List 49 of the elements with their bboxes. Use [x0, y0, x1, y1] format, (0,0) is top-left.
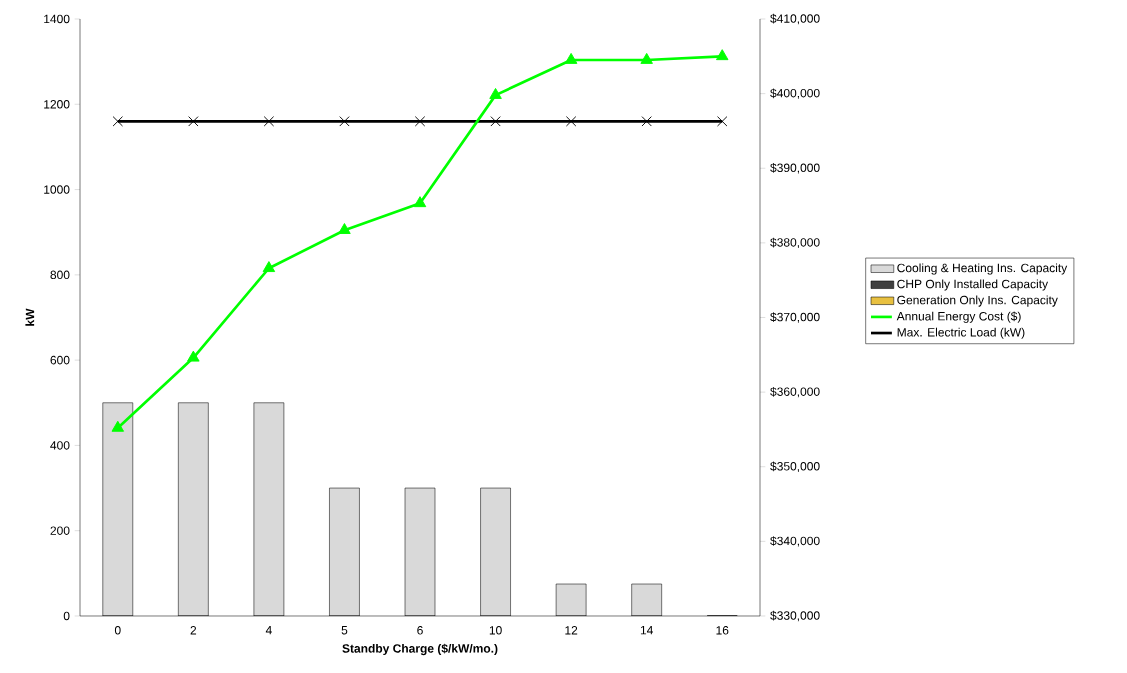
bar	[253, 402, 285, 616]
legend-label: Cooling & Heating Ins. Capacity	[897, 263, 1068, 275]
y2-tick-label: $350,000	[770, 461, 820, 472]
bar	[631, 583, 662, 616]
bar	[102, 402, 134, 616]
x-tick-label: 2	[190, 626, 197, 635]
legend-label: Generation Only Ins. Capacity	[897, 295, 1058, 307]
x-tick-label: 6	[417, 626, 423, 635]
bar	[480, 487, 511, 616]
x-tick-label: 10	[489, 626, 502, 635]
y-tick-label: 1200	[44, 100, 70, 109]
x-axis-title: Standby Charge ($/kW/mo.)	[342, 643, 498, 656]
y2-tick-label: $400,000	[770, 88, 820, 99]
point	[413, 196, 427, 208]
x-tick-label: 12	[565, 626, 578, 635]
y2-tick-label: $410,000	[770, 13, 820, 25]
bar	[178, 402, 209, 616]
y-tick-label: 1000	[44, 185, 70, 194]
point	[111, 420, 125, 432]
y-tick-label: 800	[50, 270, 70, 280]
x-tick-label: 0	[114, 626, 121, 635]
y2-tick-label: $380,000	[770, 237, 820, 249]
point	[489, 87, 502, 99]
x-tick-label: 4	[265, 626, 272, 635]
y-tick-label: 0	[63, 611, 70, 621]
point	[715, 49, 729, 61]
bar	[404, 487, 436, 616]
bar	[329, 487, 360, 616]
point	[338, 223, 351, 234]
legend-label: Annual Energy Cost ($)	[896, 311, 1021, 323]
y2-tick-label: $330,000	[770, 610, 820, 622]
point	[564, 52, 578, 64]
legend-label: Max. Electric Load (kW)	[897, 327, 1025, 339]
legend-label: CHP Only Installed Capacity	[897, 279, 1049, 291]
y2-tick-label: $390,000	[770, 163, 820, 174]
x-tick-label: 14	[640, 626, 653, 635]
y2-tick-label: $340,000	[770, 536, 820, 547]
y-tick-label: 400	[50, 441, 70, 450]
y2-tick-label: $360,000	[770, 386, 820, 398]
y-tick-label: 600	[50, 355, 70, 365]
point	[640, 52, 653, 64]
x-tick-label: 5	[341, 626, 348, 635]
y2-tick-label: $370,000	[770, 312, 820, 323]
x-tick-label: 16	[716, 626, 729, 635]
y-axis-title: kW	[25, 308, 35, 326]
point	[262, 261, 276, 273]
point	[187, 350, 200, 362]
y-tick-label: 200	[50, 526, 70, 535]
y-tick-label: 1400	[44, 14, 70, 24]
